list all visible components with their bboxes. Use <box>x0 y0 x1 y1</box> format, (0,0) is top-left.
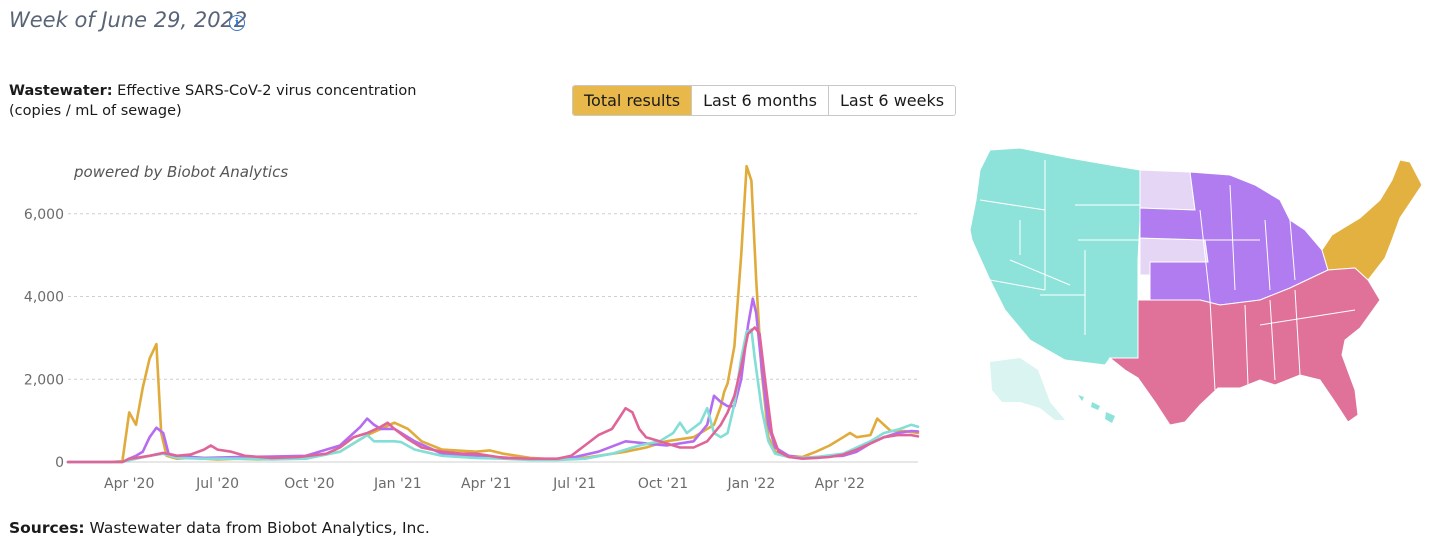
map-region-south-borders <box>1137 289 1356 391</box>
x-tick-label: Apr '22 <box>815 476 865 492</box>
x-tick-label: Jan '21 <box>373 476 422 492</box>
sources-note: Sources: Wastewater data from Biobot Ana… <box>9 519 430 537</box>
sources-text: Wastewater data from Biobot Analytics, I… <box>84 519 430 537</box>
series-line-2 <box>66 328 920 464</box>
series-line-0 <box>66 164 920 464</box>
y-tick-label: 0 <box>55 455 64 471</box>
time-range-tabs: Total results Last 6 months Last 6 weeks <box>572 85 957 116</box>
series-line-1 <box>66 297 920 464</box>
map-region-alaska[interactable] <box>990 358 1065 420</box>
y-tick-label: 4,000 <box>24 290 64 306</box>
info-icon[interactable]: i <box>229 15 245 31</box>
chart-credit: powered by Biobot Analytics <box>73 163 288 181</box>
y-tick-label: 6,000 <box>24 207 64 223</box>
map-region-west-borders <box>979 160 1140 335</box>
map-region-south[interactable] <box>1108 267 1381 426</box>
y-tick-label: 2,000 <box>24 372 64 388</box>
x-tick-label: Oct '20 <box>284 476 334 492</box>
map-region-hawaii[interactable] <box>1078 395 1115 423</box>
subtitle-bold: Wastewater: <box>9 83 113 99</box>
chart-subtitle: Wastewater: Effective SARS-CoV-2 virus c… <box>9 81 416 121</box>
x-tick-label: Oct '21 <box>638 476 688 492</box>
week-title: Week of June 29, 2022 <box>9 8 247 32</box>
series-line-3 <box>66 326 920 464</box>
x-tick-label: Jul '21 <box>552 476 596 492</box>
x-tick-label: Apr '21 <box>461 476 511 492</box>
x-tick-label: Jan '22 <box>727 476 776 492</box>
week-label: Week of June 29, 2022 <box>9 8 248 32</box>
map-region-midwest-borders <box>1199 184 1296 301</box>
map-region-northeast[interactable] <box>1321 159 1423 281</box>
x-tick-label: Apr '20 <box>104 476 154 492</box>
tab-total-results[interactable]: Total results <box>573 86 692 115</box>
tab-last-6-weeks[interactable]: Last 6 weeks <box>828 86 956 115</box>
tab-last-6-months[interactable]: Last 6 months <box>691 86 829 115</box>
sources-bold: Sources: <box>9 519 85 537</box>
subtitle-unit: (copies / mL of sewage) <box>9 103 182 119</box>
subtitle-text: Effective SARS-CoV-2 virus concentration <box>112 83 417 99</box>
us-region-map <box>969 147 1423 426</box>
wastewater-line-chart: powered by Biobot Analytics 0 2,000 4,000 6,… <box>24 163 920 492</box>
map-region-west[interactable] <box>969 147 1141 366</box>
x-tick-label: Jul '20 <box>195 476 239 492</box>
